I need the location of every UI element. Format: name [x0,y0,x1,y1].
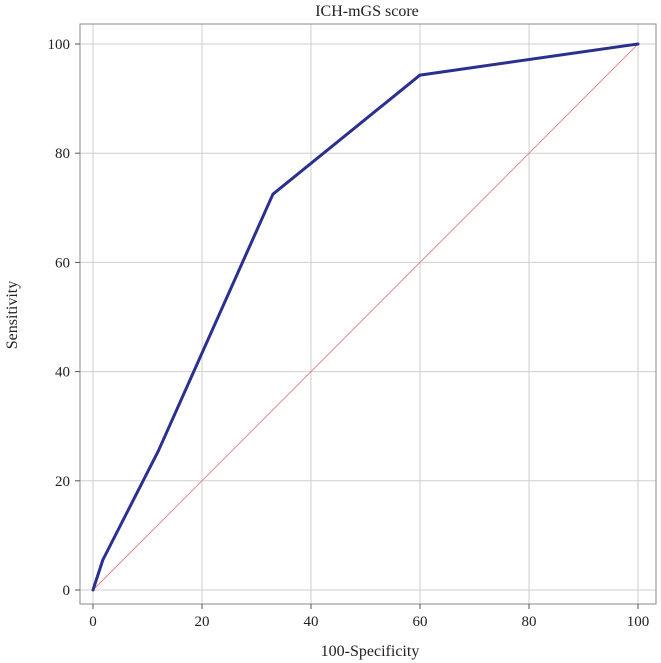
x-tick-label: 100 [627,614,650,630]
y-axis-title: Sensitivity [4,281,21,349]
plot-frame [79,23,657,605]
grid-lines [80,24,656,604]
x-tick-label: 40 [304,614,319,630]
y-tick-label: 0 [63,583,71,599]
x-tick-label: 80 [522,614,537,630]
y-tick-label: 60 [55,255,70,271]
y-tick-label: 100 [48,37,71,53]
y-tick-label: 40 [55,365,70,381]
y-tick-label: 20 [55,474,70,490]
roc-curve-line [91,42,640,592]
x-tick-label: 0 [89,614,97,630]
y-tick-label: 80 [55,146,70,162]
series-layer [91,42,640,592]
reference-diagonal-line [92,43,639,591]
x-axis-title: 100-Specificity [321,643,420,660]
axis-ticks: 0 20 40 60 80 100 0 20 40 60 80 100 [48,37,650,630]
x-tick-label: 20 [195,614,210,630]
chart-title: ICH-mGS score [315,3,419,20]
x-tick-label: 60 [413,614,428,630]
